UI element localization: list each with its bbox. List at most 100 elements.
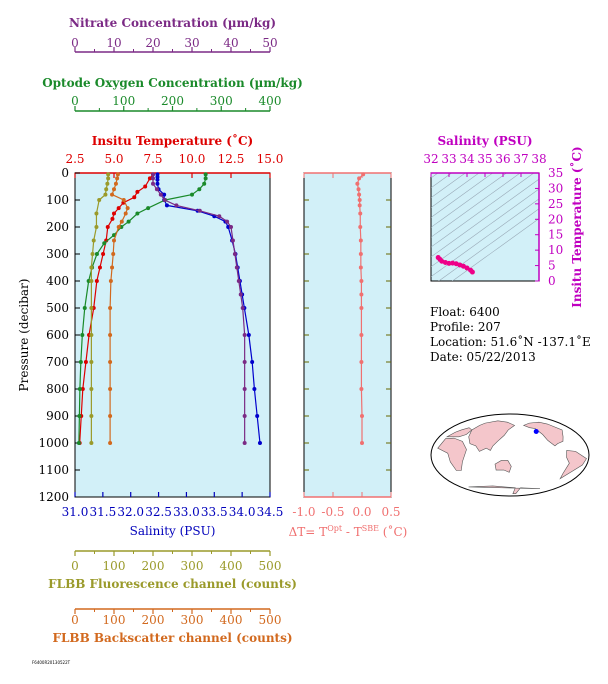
footer-code: F6400R20130522T: [32, 660, 71, 665]
nitrate-tick-label: 30: [184, 36, 199, 50]
fluorescence-profile-point: [89, 265, 94, 270]
oxygen-profile-point: [135, 211, 140, 216]
nitrate-axis-title: Nitrate Concentration (µm/kg): [69, 16, 276, 30]
temperature-profile-point: [97, 265, 102, 270]
salinity-profile-point: [162, 192, 167, 197]
fluorescence-tick-label: 500: [259, 559, 282, 573]
oxygen-tick-label: 300: [210, 94, 233, 108]
density-contour: [431, 173, 521, 238]
dt-point: [359, 306, 364, 310]
pressure-tick-label: 100: [46, 193, 69, 207]
density-contour: [431, 61, 539, 139]
profile-plot-area: [74, 172, 271, 498]
fluorescence-profile-point: [106, 172, 111, 177]
backscatter-profile-point: [108, 279, 113, 283]
temperature-profile-point: [83, 360, 88, 364]
backscatter-profile-point: [108, 387, 113, 391]
map-south-america: [559, 450, 587, 480]
nitrate-profile-point: [151, 172, 155, 177]
fluorescence-profile-point: [103, 192, 108, 197]
oxygen-tick-label: 400: [259, 94, 282, 108]
dt-point: [359, 333, 364, 337]
pressure-axis-title: Pressure (decibar): [17, 279, 31, 392]
temperature-tick-label: 12.5: [218, 152, 245, 166]
oxygen-tick-label: 200: [161, 94, 184, 108]
dt-point: [360, 441, 364, 445]
dt-point: [358, 265, 363, 270]
backscatter-profile-point: [116, 225, 121, 229]
backscatter-profile-point: [112, 187, 116, 192]
temperature-profile-point: [110, 216, 115, 221]
dt-point: [358, 225, 363, 229]
ts-y-tick-label: 10: [548, 243, 563, 257]
ts-y-tick-label: 5: [548, 259, 556, 273]
backscatter-profile-point: [108, 333, 113, 337]
salinity-tick-label: 34.0: [229, 505, 256, 519]
dt-point: [357, 203, 362, 208]
ts-x-tick-label: 32: [423, 152, 438, 166]
nitrate-profile-point: [154, 187, 159, 192]
nitrate-profile-point: [217, 214, 222, 219]
backscatter-profile-point: [119, 219, 124, 224]
temperature-profile-point: [112, 211, 116, 216]
oxygen-profile-point: [146, 206, 151, 211]
fluorescence-profile-point: [104, 187, 109, 192]
dt-point: [359, 360, 364, 364]
nitrate-profile-point: [236, 279, 241, 283]
backscatter-profile-point: [112, 238, 116, 243]
oxygen-profile-point: [202, 181, 207, 186]
salinity-profile-point: [155, 177, 160, 182]
density-contour: [431, 51, 539, 129]
fluorescence-profile-point: [91, 238, 96, 243]
salinity-tick-label: 32.0: [117, 505, 144, 519]
pressure-tick-label: 400: [46, 274, 69, 288]
salinity-tick-label: 31.0: [62, 505, 89, 519]
density-contour: [451, 218, 539, 281]
backscatter-profile-point: [108, 306, 113, 310]
pressure-tick-label: 200: [46, 220, 69, 234]
temperature-axis-title: Insitu Temperature (˚C): [92, 133, 253, 148]
ts-x-axis-title: Salinity (PSU): [437, 134, 532, 148]
ts-y-tick-label: 0: [548, 274, 556, 288]
oxygen-profile-point: [203, 176, 208, 181]
temperature-tick-label: 10.0: [179, 152, 206, 166]
oxygen-profile-point: [77, 387, 82, 391]
pressure-tick-label: 300: [46, 247, 69, 261]
pressure-tick-label: 500: [46, 301, 69, 315]
pressure-tick-label: 1200: [38, 490, 69, 504]
fluorescence-profile-point: [89, 360, 94, 364]
fluorescence-tick-label: 0: [71, 559, 79, 573]
nitrate-profile-point: [225, 219, 230, 224]
nitrate-tick-label: 10: [106, 36, 121, 50]
nitrate-profile-point: [232, 252, 237, 256]
dt-point: [358, 252, 363, 256]
nitrate-profile-point: [242, 387, 247, 391]
oxygen-profile-point: [78, 360, 83, 364]
temperature-profile-point: [105, 225, 110, 229]
ts-x-tick-label: 36: [495, 152, 510, 166]
density-contour: [431, 178, 539, 258]
oxygen-profile-point: [197, 187, 202, 192]
dt-point: [359, 279, 364, 283]
temperature-profile-point: [132, 195, 137, 200]
oxygen-profile-point: [94, 252, 99, 256]
oxygen-profile-point: [82, 306, 87, 310]
backscatter-tick-label: 300: [181, 613, 204, 627]
backscatter-profile-point: [110, 192, 115, 197]
map-australia: [494, 460, 512, 473]
backscatter-tick-label: 100: [103, 613, 126, 627]
backscatter-profile-point: [108, 441, 113, 445]
dt-point: [357, 176, 362, 181]
nitrate-profile-point: [238, 292, 243, 297]
nitrate-profile-point: [151, 181, 155, 186]
temperature-profile-point: [116, 206, 121, 211]
nitrate-profile-point: [242, 333, 247, 337]
nitrate-profile-point: [242, 441, 247, 445]
fluorescence-profile-point: [89, 306, 94, 310]
salinity-tick-label: 32.5: [145, 505, 172, 519]
dt-point: [360, 414, 364, 418]
density-contour: [431, 173, 480, 208]
dt-axis-title: ΔT= TOpt - TSBE (˚C): [289, 524, 408, 539]
salinity-tick-label: 33.0: [173, 505, 200, 519]
